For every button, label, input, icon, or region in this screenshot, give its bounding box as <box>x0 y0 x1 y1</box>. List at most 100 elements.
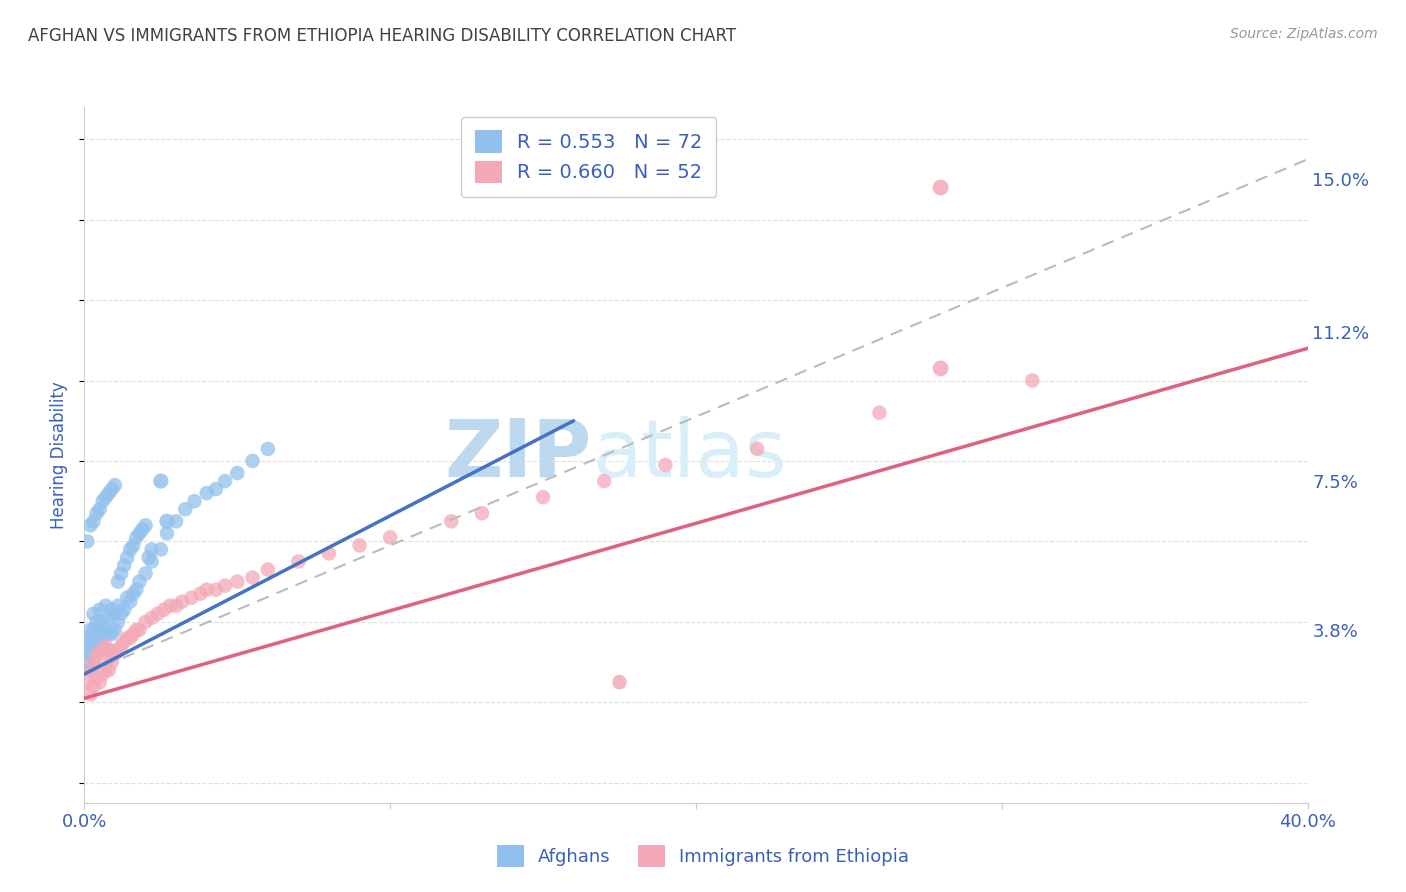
Point <box>165 514 187 528</box>
Point <box>112 603 135 617</box>
Point <box>91 631 114 645</box>
Point <box>122 587 145 601</box>
Point <box>110 607 132 621</box>
Point <box>153 603 176 617</box>
Point <box>531 490 554 504</box>
Point <box>76 675 98 690</box>
Point <box>115 631 138 645</box>
Point <box>195 582 218 597</box>
Point <box>94 643 117 657</box>
Point <box>141 542 163 557</box>
Point <box>79 663 101 677</box>
Point <box>97 611 120 625</box>
Point <box>91 615 114 629</box>
Point <box>593 474 616 488</box>
Point <box>609 675 631 690</box>
Point <box>131 522 153 536</box>
Point <box>89 603 111 617</box>
Point <box>89 635 111 649</box>
Point <box>174 502 197 516</box>
Point <box>122 538 145 552</box>
Point <box>97 663 120 677</box>
Point <box>120 542 142 557</box>
Point <box>165 599 187 613</box>
Point <box>94 623 117 637</box>
Point <box>128 526 150 541</box>
Point <box>135 615 157 629</box>
Point <box>125 623 148 637</box>
Y-axis label: Hearing Disability: Hearing Disability <box>51 381 69 529</box>
Point <box>91 643 114 657</box>
Point <box>190 587 212 601</box>
Point <box>89 651 111 665</box>
Point <box>183 494 205 508</box>
Legend: R = 0.553   N = 72, R = 0.660   N = 52: R = 0.553 N = 72, R = 0.660 N = 52 <box>461 117 717 196</box>
Point <box>112 558 135 573</box>
Point <box>440 514 463 528</box>
Point <box>86 671 108 685</box>
Point <box>97 643 120 657</box>
Point <box>101 482 124 496</box>
Point <box>380 530 402 544</box>
Point <box>226 466 249 480</box>
Point <box>242 571 264 585</box>
Point <box>91 667 114 681</box>
Point <box>79 687 101 701</box>
Point <box>318 546 340 560</box>
Point <box>107 599 129 613</box>
Point <box>83 655 105 669</box>
Point <box>654 458 676 472</box>
Point <box>149 542 172 557</box>
Point <box>257 562 280 576</box>
Point <box>156 526 179 541</box>
Point <box>86 506 108 520</box>
Point <box>86 647 108 661</box>
Point <box>94 599 117 613</box>
Point <box>214 474 236 488</box>
Point <box>79 635 101 649</box>
Point <box>110 566 132 581</box>
Point <box>104 607 127 621</box>
Point <box>89 619 111 633</box>
Point <box>156 514 179 528</box>
Point <box>115 591 138 605</box>
Point <box>76 643 98 657</box>
Point <box>94 490 117 504</box>
Point <box>83 639 105 653</box>
Point <box>172 595 194 609</box>
Point <box>79 623 101 637</box>
Point <box>1021 374 1043 388</box>
Point <box>110 639 132 653</box>
Point <box>929 180 952 194</box>
Point <box>89 502 111 516</box>
Point <box>101 655 124 669</box>
Point <box>242 454 264 468</box>
Point <box>125 530 148 544</box>
Point <box>112 635 135 649</box>
Point <box>79 663 101 677</box>
Point <box>122 627 145 641</box>
Point <box>128 574 150 589</box>
Point <box>349 538 371 552</box>
Point <box>83 655 105 669</box>
Point <box>76 534 98 549</box>
Point <box>257 442 280 456</box>
Text: ZIP: ZIP <box>444 416 592 494</box>
Point <box>205 582 228 597</box>
Text: Source: ZipAtlas.com: Source: ZipAtlas.com <box>1230 27 1378 41</box>
Point <box>86 615 108 629</box>
Point <box>107 615 129 629</box>
Point <box>141 554 163 568</box>
Point <box>287 554 309 568</box>
Point <box>83 679 105 693</box>
Point <box>97 627 120 641</box>
Point <box>120 631 142 645</box>
Point <box>94 663 117 677</box>
Point <box>159 599 181 613</box>
Point <box>104 647 127 661</box>
Point <box>76 655 98 669</box>
Point <box>146 607 169 621</box>
Point <box>869 406 891 420</box>
Legend: Afghans, Immigrants from Ethiopia: Afghans, Immigrants from Ethiopia <box>489 838 917 874</box>
Point <box>747 442 769 456</box>
